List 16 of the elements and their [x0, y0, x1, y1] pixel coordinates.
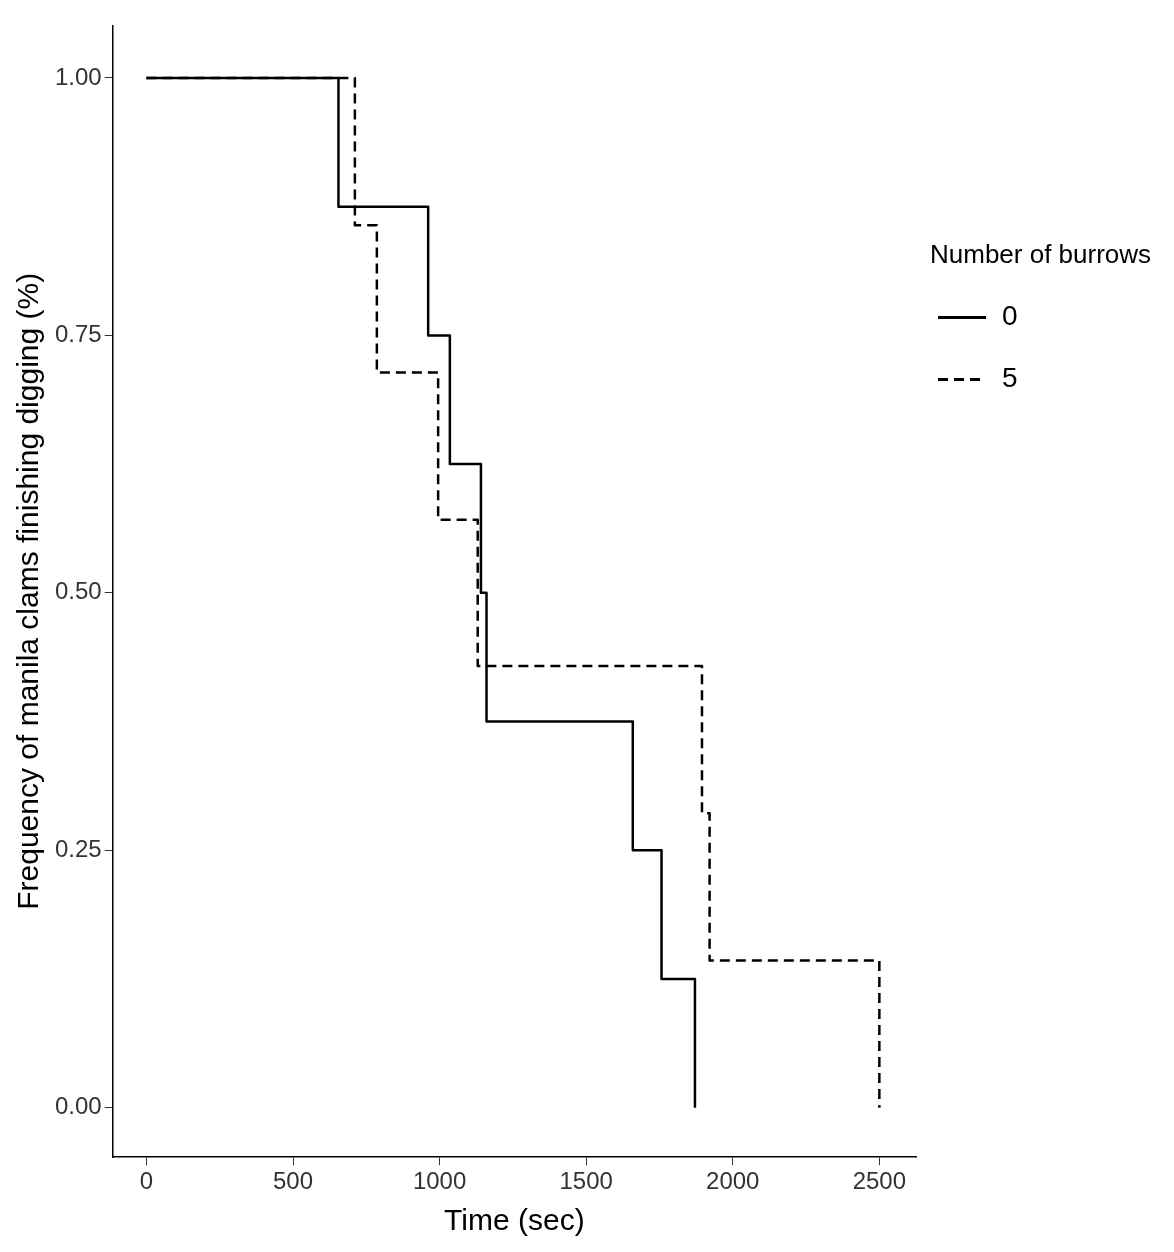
y-axis-title: Frequency of manila clams finishing digging (%) — [11, 272, 45, 910]
x-tick-label: 2000 — [706, 1167, 760, 1195]
x-tick-label: 1500 — [559, 1167, 613, 1195]
x-tick-label: 1000 — [412, 1167, 467, 1195]
x-tick-label: 0 — [139, 1167, 154, 1195]
y-tick-label: 0.25 — [54, 834, 102, 862]
y-tick-label: 0.00 — [54, 1092, 102, 1120]
legend-title: Number of burrows — [930, 238, 1152, 269]
y-tick-label: 0.75 — [54, 320, 102, 348]
legend-label: 5 — [1002, 362, 1018, 394]
x-axis-title: Time (sec) — [444, 1203, 585, 1237]
x-tick-label: 2500 — [852, 1167, 907, 1195]
y-tick-label: 1.00 — [54, 62, 102, 90]
y-tick-label: 0.50 — [54, 577, 102, 605]
legend-label: 0 — [1002, 300, 1018, 332]
x-tick-label: 500 — [272, 1167, 314, 1195]
